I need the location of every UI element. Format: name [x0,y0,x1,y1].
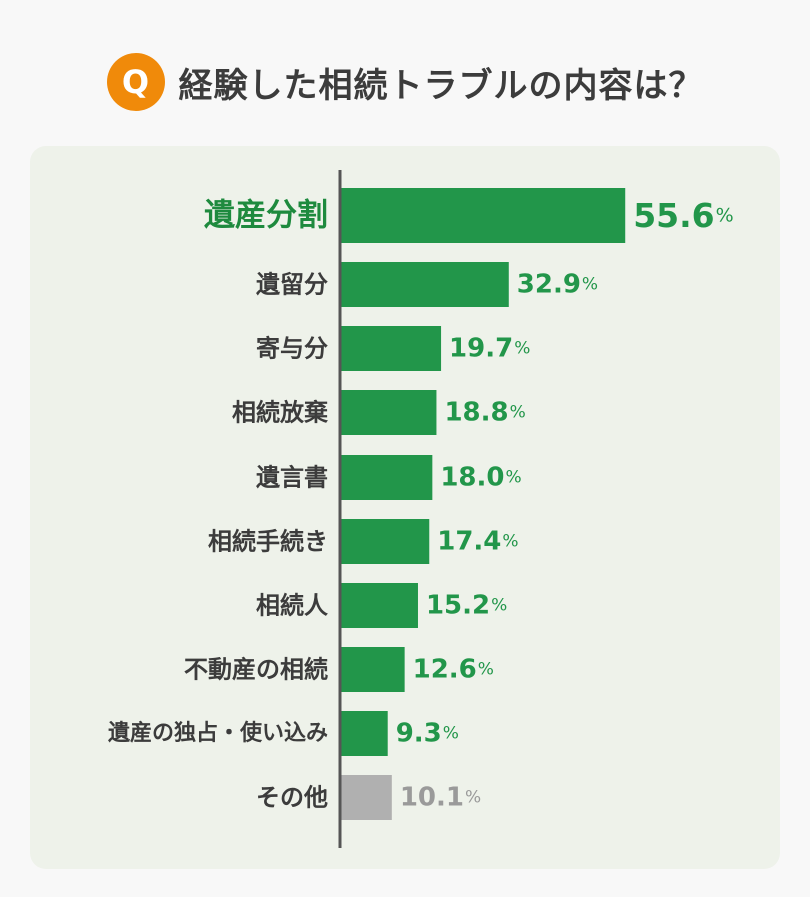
category-label: 相続手続き [208,528,328,556]
value-label: 19.7% [449,334,530,364]
chart-title: 経験した相続トラブルの内容は？ [178,65,704,106]
value-label: 32.9% [517,270,598,300]
category-label: 相続放棄 [232,399,329,427]
value-label: 55.6% [633,196,733,235]
category-label: 相続人 [256,592,328,620]
bar [340,188,626,243]
category-label: 遺産分割 [204,198,328,234]
bar [340,390,437,435]
bar [340,711,388,756]
value-label: 18.0% [440,463,521,493]
value-label: 18.8% [444,398,525,428]
category-label: 不動産の相続 [184,656,328,684]
chart-header: Q 経験した相続トラブルの内容は？ [0,52,810,112]
category-label: 寄与分 [256,335,328,363]
value-label: 9.3% [396,719,459,749]
bar [340,262,509,307]
bar [340,455,433,500]
bar [340,326,442,371]
bar [340,583,418,628]
category-label: その他 [256,784,328,812]
category-label: 遺言書 [256,464,328,492]
value-label: 12.6% [413,655,494,685]
bar [340,519,430,564]
question-badge: Q [106,53,165,111]
bar [340,647,405,692]
value-label: 17.4% [437,527,518,557]
bar [340,775,392,820]
value-label: 10.1% [400,783,481,813]
value-label: 15.2% [426,591,507,621]
category-label: 遺産の独占・使い込み [108,720,328,746]
category-label: 遺留分 [256,271,328,299]
